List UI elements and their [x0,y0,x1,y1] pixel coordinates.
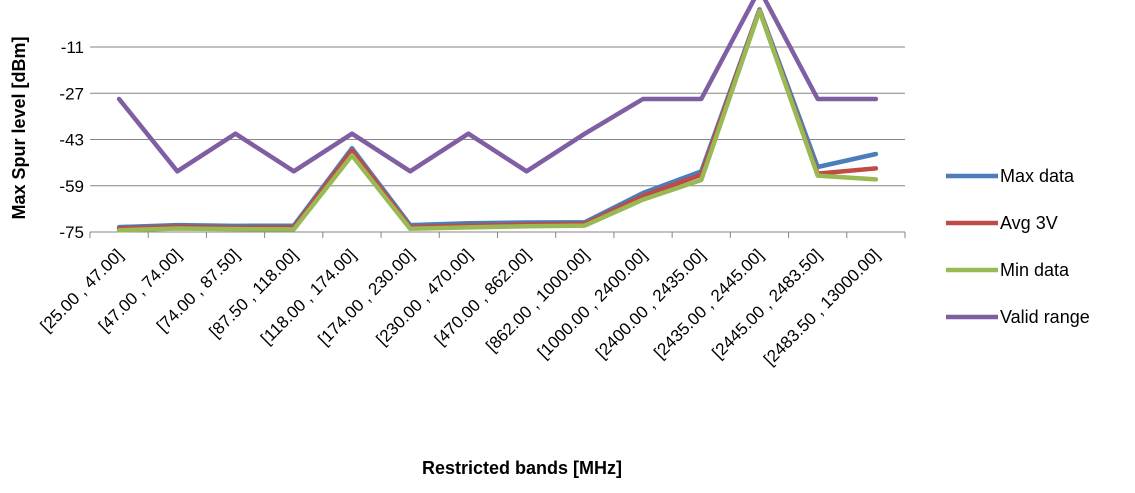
y-tick-label: -75 [59,223,84,242]
legend-label-avg-3v: Avg 3V [1000,213,1058,233]
x-tick-label: [2400.00 , 2435.00] [592,245,709,362]
x-axis [89,231,906,238]
x-tick-label: [1000.00 , 2400.00] [534,245,651,362]
series-line-min-data [116,8,879,233]
legend-label-max-data: Max data [1000,166,1075,186]
x-tick-label: [862.00 , 1000.00] [482,245,592,355]
y-tick-label: -11 [61,38,84,57]
y-tick-label: -59 [59,177,84,196]
x-axis-title: Restricted bands [MHz] [422,458,622,478]
x-tick-label: [2445.00 , 2483.50] [708,245,825,362]
y-axis-title: Max Spur level [dBm] [9,36,29,219]
x-tick-label: [2435.00 , 2445.00] [650,245,767,362]
series-lines [116,0,879,233]
legend: Max data Avg 3V Min data Valid range [946,166,1090,327]
x-axis-tick-labels: [25.00 , 47.00][47.00 , 74.00][74.00 , 8… [37,245,884,369]
y-axis-tick-labels: -11 -27 -43 -59 -75 [59,38,84,242]
legend-label-valid-range: Valid range [1000,307,1090,327]
series-line-max-data [116,7,879,230]
series-line-valid-range [116,0,879,174]
y-tick-label: -27 [59,84,84,103]
series-line-avg-3v [116,7,879,231]
x-tick-label: [2483.50 , 13000.00] [760,245,884,369]
y-tick-label: -43 [59,131,84,150]
legend-label-min-data: Min data [1000,260,1070,280]
